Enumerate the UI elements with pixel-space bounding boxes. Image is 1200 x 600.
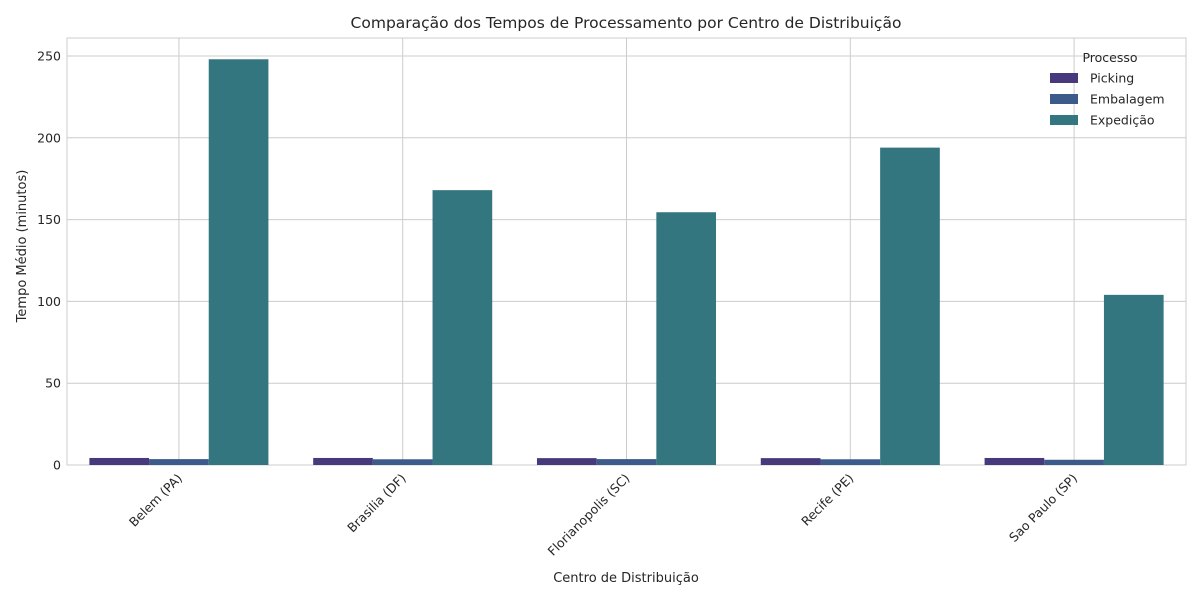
chart-title: Comparação dos Tempos de Processamento p… xyxy=(351,14,902,32)
y-tick-label: 0 xyxy=(53,458,61,473)
bar-expedi-o xyxy=(880,147,940,465)
x-axis-label: Centro de Distribuição xyxy=(553,571,699,586)
bar-embalagem xyxy=(372,459,433,465)
bar-embalagem xyxy=(820,459,881,465)
legend-title: Processo xyxy=(1082,50,1137,65)
y-tick-label: 50 xyxy=(45,376,61,391)
bar-expedi-o xyxy=(656,212,717,465)
legend-entry: Picking xyxy=(1090,71,1134,86)
bar-picking xyxy=(89,457,150,465)
legend-swatch xyxy=(1050,94,1078,104)
bar-expedi-o xyxy=(1103,294,1164,465)
y-ticks: 0 50 100 150 200 250 xyxy=(37,48,61,472)
bar-embalagem xyxy=(596,459,657,465)
bar-expedi-o xyxy=(208,59,269,466)
bars xyxy=(89,59,1164,466)
bar-picking xyxy=(313,457,373,465)
y-tick-label: 250 xyxy=(37,48,61,63)
bar-picking xyxy=(536,458,597,465)
bar-picking xyxy=(760,458,821,465)
bar-picking xyxy=(984,457,1045,465)
y-tick-label: 200 xyxy=(37,130,61,145)
legend-entry: Embalagem xyxy=(1090,92,1165,107)
y-tick-label: 150 xyxy=(37,212,61,227)
y-tick-label: 100 xyxy=(37,294,61,309)
legend-swatch xyxy=(1050,73,1078,83)
legend-entry: Expedição xyxy=(1090,113,1155,128)
legend: Processo Picking Embalagem Expedição xyxy=(1050,50,1165,128)
bar-embalagem xyxy=(149,459,209,465)
y-axis-label: Tempo Médio (minutos) xyxy=(15,170,30,324)
legend-swatch xyxy=(1050,115,1078,125)
bar-expedi-o xyxy=(432,190,493,466)
bar-embalagem xyxy=(1044,459,1104,465)
